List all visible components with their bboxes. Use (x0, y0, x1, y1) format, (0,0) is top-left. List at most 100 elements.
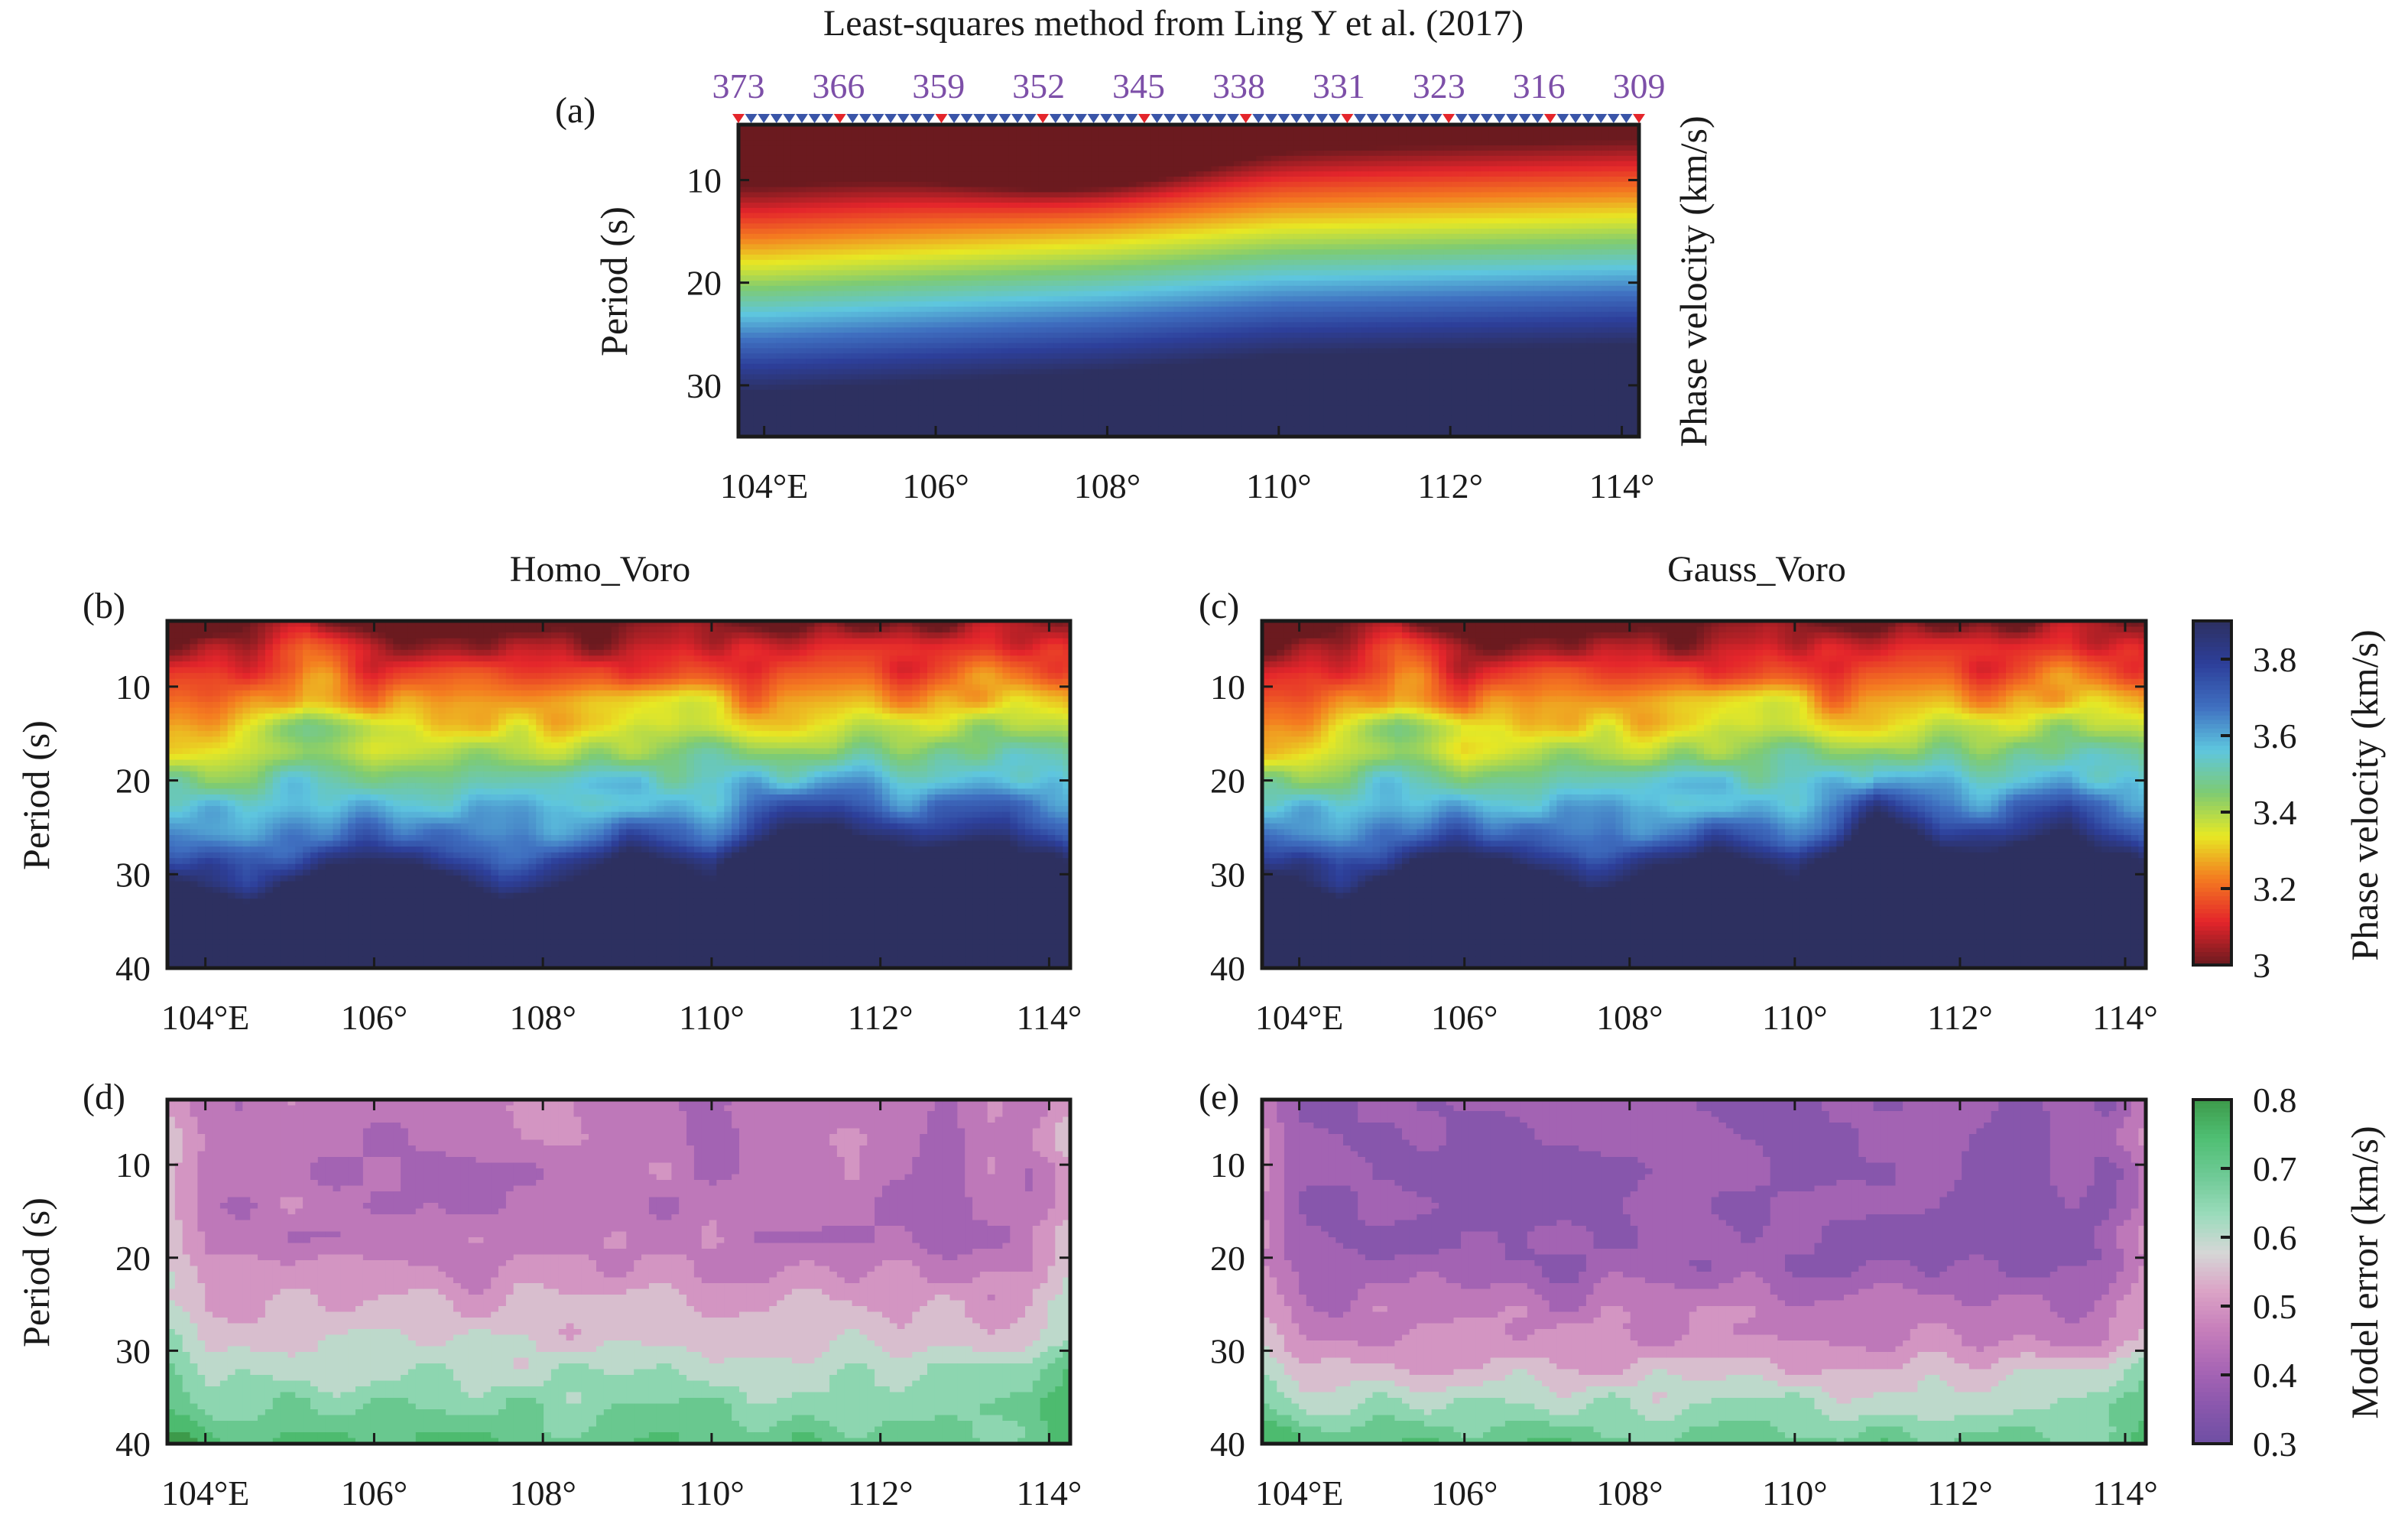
heatmap-cell (1354, 130, 1362, 136)
heatmap-cell (1264, 145, 1272, 151)
heatmap-cell (1234, 192, 1242, 198)
heatmap-cell (1047, 177, 1055, 183)
heatmap-cell (791, 135, 800, 141)
heatmap-cell (1556, 171, 1565, 177)
heatmap-cell (1173, 140, 1182, 146)
heatmap-cell (1047, 151, 1055, 157)
heatmap-cell (1016, 140, 1024, 146)
heatmap-cell (1114, 213, 1122, 219)
heatmap-cell (1001, 130, 1010, 136)
heatmap-cell (754, 156, 762, 162)
heatmap-cell (1181, 161, 1189, 167)
heatmap-cell (1556, 161, 1565, 167)
heatmap-cell (791, 140, 800, 146)
heatmap-cell (1076, 182, 1085, 188)
heatmap-cell (986, 192, 995, 198)
heatmap-cell (994, 161, 1002, 167)
heatmap-cell (1084, 208, 1092, 214)
heatmap-cell (1196, 130, 1205, 136)
heatmap-cell (986, 166, 995, 172)
heatmap-cell (1489, 130, 1498, 136)
heatmap-cell (806, 203, 814, 209)
heatmap-cell (1226, 166, 1235, 172)
heatmap-cell (1407, 140, 1415, 146)
heatmap-cell (799, 130, 807, 136)
heatmap-cell (1579, 187, 1588, 193)
heatmap-cell (881, 197, 890, 203)
heatmap-cell (919, 156, 927, 162)
heatmap-cell (799, 151, 807, 157)
heatmap-cell (1008, 187, 1017, 193)
heatmap-cell (1181, 192, 1189, 198)
heatmap-cell (791, 208, 800, 214)
heatmap-cell (1039, 151, 1047, 157)
heatmap-cell (1376, 197, 1384, 203)
heatmap-cell (1279, 151, 1287, 157)
heatmap-cell (1414, 156, 1423, 162)
heatmap-cell (776, 208, 784, 214)
heatmap-cell (1196, 203, 1205, 209)
heatmap-cell (813, 203, 822, 209)
heatmap-cell (1609, 151, 1618, 157)
heatmap-cell (1129, 182, 1137, 188)
heatmap-cell (881, 208, 890, 214)
heatmap-cell (933, 213, 942, 219)
heatmap-cell (926, 130, 934, 136)
heatmap-cell (1293, 156, 1302, 162)
heatmap-cell (768, 151, 777, 157)
heatmap-cell (1534, 156, 1543, 162)
heatmap-cell (768, 135, 777, 141)
heatmap-cell (881, 187, 890, 193)
heatmap-cell (1061, 171, 1069, 177)
heatmap-cell (1249, 151, 1258, 157)
heatmap-cell (1436, 182, 1445, 188)
heatmap-cell (1391, 166, 1400, 172)
heatmap-cell (933, 145, 942, 151)
heatmap-cell (1053, 187, 1062, 193)
heatmap-cell (1008, 140, 1017, 146)
heatmap-cell (829, 145, 837, 151)
heatmap-cell (933, 156, 942, 162)
heatmap-cell (1346, 135, 1355, 141)
heatmap-cell (1099, 156, 1107, 162)
heatmap-cell (971, 156, 979, 162)
heatmap-cell (791, 182, 800, 188)
heatmap-cell (1151, 197, 1160, 203)
heatmap-cell (1181, 145, 1189, 151)
heatmap-cell (1204, 145, 1212, 151)
heatmap-cell (896, 166, 904, 172)
heatmap-cell (1602, 203, 1610, 209)
heatmap-cell (1497, 135, 1505, 141)
heatmap-cell (1053, 171, 1062, 177)
heatmap-cell (1586, 171, 1595, 177)
heatmap-cell (1264, 182, 1272, 188)
heatmap-cell (1444, 156, 1452, 162)
heatmap-cell (1173, 135, 1182, 141)
heatmap-cell (1144, 208, 1152, 214)
heatmap-cell (1039, 197, 1047, 203)
heatmap-cell (1008, 145, 1017, 151)
heatmap-cell (799, 213, 807, 219)
heatmap-cell (1594, 156, 1602, 162)
heatmap-cell (1167, 156, 1175, 162)
heatmap-cell (881, 135, 890, 141)
heatmap-cell (1031, 208, 1040, 214)
heatmap-cell (1474, 187, 1482, 193)
heatmap-cell (806, 166, 814, 172)
heatmap-cell (1287, 177, 1295, 183)
heatmap-cell (1151, 166, 1160, 172)
heatmap-cell (1541, 203, 1550, 209)
heatmap-cell (1414, 182, 1423, 188)
heatmap-cell (1444, 192, 1452, 198)
heatmap-cell (791, 130, 800, 136)
heatmap-cell (1031, 135, 1040, 141)
heatmap-cell (1084, 213, 1092, 219)
heatmap-cell (1466, 166, 1475, 172)
heatmap-cell (1301, 208, 1309, 214)
heatmap-cell (746, 213, 755, 219)
heatmap-cell (1332, 182, 1340, 188)
heatmap-cell (821, 192, 829, 198)
heatmap-cell (1572, 151, 1580, 157)
heatmap-cell (1564, 192, 1572, 198)
heatmap-cell (821, 197, 829, 203)
